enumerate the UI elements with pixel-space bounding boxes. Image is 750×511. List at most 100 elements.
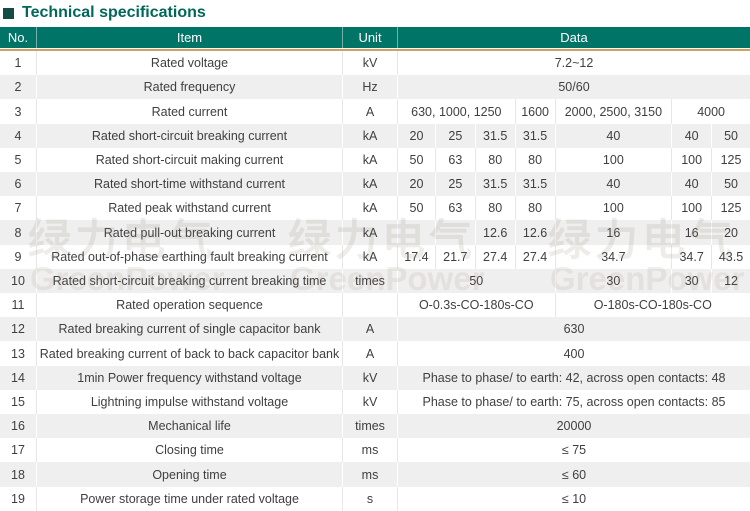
data-cells: 17.4 21.7 27.4 27.4 34.7 34.7 43.5 <box>397 244 750 269</box>
item-cell: Lightning impulse withstand voltage <box>36 389 342 415</box>
data-cell: 63 <box>434 147 475 173</box>
data-cell: 50 <box>469 273 484 288</box>
item-cell: Rated out-of-phase earthing fault breaki… <box>36 244 342 269</box>
data-cell: 31.5 <box>474 123 515 148</box>
item-cell: Rated breaking current of single capacit… <box>36 317 342 342</box>
item-cell: Rated current <box>36 99 342 124</box>
data-cell: 100 <box>554 196 672 221</box>
table-row: 15 Lightning impulse withstand voltage kV P… <box>0 389 750 415</box>
data-cell: 20 <box>409 128 424 143</box>
data-cell: 1600 <box>514 99 555 124</box>
item-cell: Rated short-circuit making current <box>36 147 342 173</box>
data-cells: ≤ 10 <box>397 486 750 511</box>
item-cell: Rated short-time withstand current <box>36 172 342 197</box>
row-number-cell: 16 <box>11 419 25 434</box>
data-cell: 63 <box>434 196 475 221</box>
data-cell: 7.2~12 <box>554 56 594 71</box>
data-cell: 40 <box>671 123 711 148</box>
unit-cell: kV <box>342 51 397 76</box>
data-cell: 125 <box>711 196 750 221</box>
data-cells: 20 25 31.5 31.5 40 40 50 <box>397 123 750 148</box>
table-body: 1 Rated voltage kV 7.2~12 2 Rated frequency Hz… <box>0 51 750 511</box>
row-number-cell: 6 <box>14 177 22 192</box>
data-cell: 27.4 <box>514 244 555 269</box>
data-cells: 630 <box>397 317 750 342</box>
data-cells: 50/60 <box>397 75 750 100</box>
data-cell: 17.4 <box>404 249 429 264</box>
unit-cell: A <box>342 99 397 124</box>
data-cells: 50 63 80 80 100 100 125 <box>397 196 750 221</box>
unit-cell: A <box>342 341 397 366</box>
data-cells: ≤ 60 <box>397 462 750 487</box>
header-unit: Unit <box>342 27 397 48</box>
header-data: Data <box>397 27 750 48</box>
unit-cell: Hz <box>342 75 397 100</box>
data-cell: O-180s-CO-180s-CO <box>554 293 750 318</box>
data-cell <box>434 220 475 245</box>
data-cell: O-0.3s-CO-180s-CO <box>418 298 534 313</box>
table-row: 7 Rated peak withstand current kA 50 63 80 80 1… <box>0 196 750 221</box>
row-number-cell: 12 <box>11 322 25 337</box>
table-row: 14 1min Power frequency withstand voltage… <box>0 365 750 390</box>
table-row: 10 Rated short-circuit breaking current b… <box>0 268 750 294</box>
row-number-cell: 2 <box>14 80 22 95</box>
data-cell: 12.6 <box>514 220 555 245</box>
row-number-cell: 18 <box>11 467 25 482</box>
row-number-cell: 8 <box>14 225 22 240</box>
data-cell: 12 <box>711 268 750 294</box>
table-header-row: No. Item Unit Data <box>0 27 750 48</box>
data-cell: 80 <box>474 147 515 173</box>
item-cell: Rated voltage <box>36 51 342 76</box>
item-cell: 1min Power frequency withstand voltage <box>36 365 342 390</box>
data-cell: 20 <box>711 220 750 245</box>
spec-table: No. Item Unit Data 1 Rated voltage kV 7.2~1… <box>0 27 750 511</box>
item-cell: Power storage time under rated voltage <box>36 486 342 511</box>
data-cells: Phase to phase/ to earth: 42, across ope… <box>397 365 750 390</box>
data-cells: 50 63 80 80 100 100 125 <box>397 147 750 173</box>
unit-cell <box>342 293 397 318</box>
data-cell: 34.7 <box>554 244 672 269</box>
table-row: 5 Rated short-circuit making current kA 50 6… <box>0 147 750 173</box>
table-row: 1 Rated voltage kV 7.2~12 <box>0 51 750 76</box>
data-cells: 400 <box>397 341 750 366</box>
data-cell: 16 <box>554 220 672 245</box>
item-cell: Rated short-circuit breaking current bre… <box>36 268 342 294</box>
unit-cell: s <box>342 486 397 511</box>
unit-cell: kA <box>342 123 397 148</box>
item-cell: Rated operation sequence <box>36 293 342 318</box>
data-cell: Phase to phase/ to earth: 75, across ope… <box>422 394 726 409</box>
unit-cell: kA <box>342 196 397 221</box>
row-number-cell: 17 <box>11 443 25 458</box>
unit-cell: kA <box>342 244 397 269</box>
data-cell: 21.7 <box>434 244 475 269</box>
data-cell: 40 <box>554 172 672 197</box>
data-cell: 4000 <box>671 99 750 124</box>
row-number-cell: 11 <box>11 298 25 313</box>
data-cell: 31.5 <box>514 172 555 197</box>
row-number-cell: 13 <box>11 346 25 361</box>
table-row: 19 Power storage time under rated voltage… <box>0 486 750 511</box>
data-cell: 100 <box>554 147 672 173</box>
data-cells: O-0.3s-CO-180s-CO O-180s-CO-180s-CO <box>397 293 750 318</box>
row-number-cell: 3 <box>14 104 22 119</box>
data-cells: Phase to phase/ to earth: 75, across ope… <box>397 389 750 415</box>
page-title: Technical specifications <box>22 4 206 21</box>
data-cell: 50 <box>409 152 424 167</box>
data-cell: 20 <box>409 177 424 192</box>
header-item: Item <box>36 27 342 48</box>
data-cells: 50 30 30 12 <box>397 268 750 294</box>
unit-cell: A <box>342 317 397 342</box>
data-cell: 50 <box>711 123 750 148</box>
table-row: 16 Mechanical life times 20000 <box>0 414 750 439</box>
table-row: 9 Rated out-of-phase earthing fault break… <box>0 244 750 269</box>
data-cell: 50/60 <box>558 80 590 95</box>
data-cell: 2000, 2500, 3150 <box>554 99 672 124</box>
data-cell: 27.4 <box>474 244 515 269</box>
header-no: No. <box>7 30 29 45</box>
data-cells: 630, 1000, 1250 1600 2000, 2500, 3150 4000 <box>397 99 750 124</box>
data-cells: 12.6 12.6 16 16 20 <box>397 220 750 245</box>
unit-cell: kA <box>342 172 397 197</box>
data-cell: 80 <box>514 147 555 173</box>
unit-cell: kA <box>342 147 397 173</box>
unit-cell: kV <box>342 365 397 390</box>
